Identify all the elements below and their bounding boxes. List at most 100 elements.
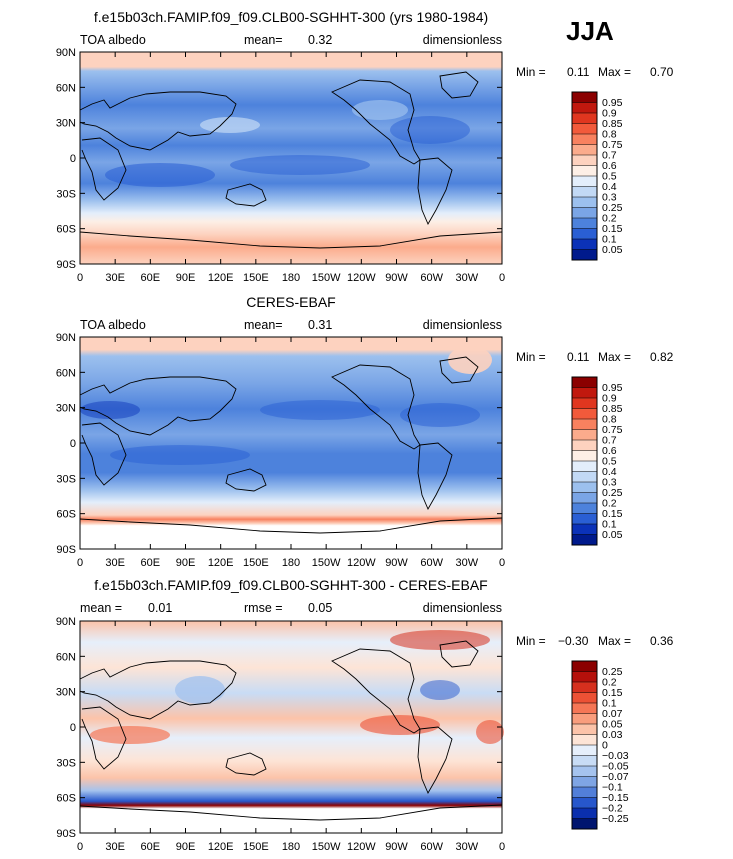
- colorbar-swatch: [572, 713, 597, 724]
- colorbar-label: 0.25: [602, 487, 623, 499]
- colorbar-label: 0.75: [602, 424, 623, 436]
- x-tick-label: 150E: [243, 841, 269, 853]
- field-feature: [110, 445, 250, 465]
- y-tick-label: 0: [70, 153, 76, 165]
- mean-value: 0.01: [148, 601, 172, 615]
- colorbar-swatch: [572, 524, 597, 535]
- x-tick-label: 120W: [347, 841, 376, 853]
- colorbar-label: 0.05: [602, 529, 623, 541]
- colorbar-label: 0.5: [602, 456, 617, 468]
- colorbar-label: 0.1: [602, 519, 617, 531]
- colorbar-swatch: [572, 724, 597, 735]
- max-label: Max =: [598, 65, 631, 79]
- max-label: Max =: [598, 350, 631, 364]
- x-tick-label: 0: [499, 841, 505, 853]
- x-tick-label: 60W: [420, 841, 443, 853]
- colorbar-swatch: [572, 482, 597, 493]
- x-tick-label: 120E: [208, 841, 234, 853]
- colorbar-label: 0.05: [602, 719, 623, 731]
- colorbar-swatch: [572, 682, 597, 693]
- units-label: dimensionless: [423, 318, 502, 332]
- x-tick-label: 0: [499, 557, 505, 569]
- y-tick-label: 60N: [56, 367, 76, 379]
- x-tick-label: 30W: [456, 841, 479, 853]
- field-feature: [260, 400, 380, 420]
- x-tick-label: 60W: [420, 557, 443, 569]
- colorbar-swatch: [572, 377, 597, 388]
- field-feature: [476, 720, 504, 744]
- colorbar-swatch: [572, 734, 597, 745]
- y-tick-label: 0: [70, 722, 76, 734]
- min-label: Min =: [516, 350, 546, 364]
- colorbar-swatch: [572, 692, 597, 703]
- colorbar-label: 0.2: [602, 498, 617, 510]
- colorbar-swatch: [572, 419, 597, 430]
- colorbar-swatch: [572, 398, 597, 409]
- colorbar-swatch: [572, 429, 597, 440]
- colorbar-label: 0.03: [602, 729, 623, 741]
- colorbar-label: 0.2: [602, 677, 617, 689]
- colorbar-label: 0.6: [602, 160, 617, 172]
- colorbar-label: 0.2: [602, 213, 617, 225]
- field-feature: [80, 401, 140, 419]
- colorbar: 0.950.90.850.80.750.70.60.50.40.30.250.2…: [571, 376, 623, 546]
- mean-value: 0.31: [308, 318, 332, 332]
- field-feature: [175, 676, 225, 704]
- colorbar-label: 0.95: [602, 382, 623, 394]
- colorbar-swatch: [572, 450, 597, 461]
- colorbar-swatch: [572, 113, 597, 124]
- x-tick-label: 0: [77, 272, 83, 284]
- colorbar-swatch: [572, 239, 597, 250]
- x-tick-label: 90W: [385, 557, 408, 569]
- colorbar-swatch: [572, 703, 597, 714]
- y-tick-label: 30S: [56, 757, 76, 769]
- colorbar-label: 0.15: [602, 508, 623, 520]
- colorbar-swatch: [572, 155, 597, 166]
- units-label: dimensionless: [423, 33, 502, 47]
- field-feature: [200, 117, 260, 133]
- colorbar-label: 0.25: [602, 202, 623, 214]
- x-tick-label: 90E: [176, 557, 196, 569]
- colorbar-swatch: [572, 766, 597, 777]
- y-tick-label: 30N: [56, 687, 76, 699]
- y-tick-label: 0: [70, 438, 76, 450]
- x-tick-label: 150W: [312, 272, 341, 284]
- y-tick-label: 90N: [56, 616, 76, 628]
- field-feature: [105, 163, 215, 187]
- colorbar-swatch: [572, 144, 597, 155]
- colorbar-swatch: [572, 661, 597, 672]
- colorbar-swatch: [572, 186, 597, 197]
- y-tick-label: 90S: [56, 544, 76, 556]
- x-tick-label: 150W: [312, 841, 341, 853]
- season-label: JJA: [566, 16, 614, 46]
- x-tick-label: 120E: [208, 272, 234, 284]
- field-feature: [352, 100, 408, 120]
- colorbar-swatch: [572, 228, 597, 239]
- max-value: 0.36: [650, 634, 674, 648]
- colorbar-swatch: [572, 745, 597, 756]
- colorbar-label: 0.07: [602, 708, 623, 720]
- colorbar-label: 0.3: [602, 477, 617, 489]
- panel-model: f.e15b03ch.FAMIP.f09_f09.CLB00-SGHHT-300…: [56, 9, 674, 284]
- variable-label: TOA albedo: [80, 33, 146, 47]
- colorbar-label: 0.1: [602, 234, 617, 246]
- colorbar-label: 0.25: [602, 666, 623, 678]
- colorbar-label: −0.03: [602, 750, 629, 762]
- x-tick-label: 180: [282, 272, 300, 284]
- max-label: Max =: [598, 634, 631, 648]
- mean-label: mean=: [244, 33, 283, 47]
- colorbar-swatch: [572, 513, 597, 524]
- colorbar-swatch: [572, 123, 597, 134]
- rmse-value: 0.05: [308, 601, 332, 615]
- colorbar-swatch: [572, 165, 597, 176]
- x-tick-label: 60E: [141, 272, 161, 284]
- x-tick-label: 150E: [243, 272, 269, 284]
- colorbar-label: 0.9: [602, 108, 617, 120]
- min-label: Min =: [516, 65, 546, 79]
- coastlines: [79, 71, 503, 249]
- colorbar-swatch: [572, 387, 597, 398]
- colorbar-label: 0.85: [602, 403, 623, 415]
- coastlines: [79, 356, 503, 534]
- y-tick-label: 90N: [56, 332, 76, 344]
- y-tick-label: 60N: [56, 651, 76, 663]
